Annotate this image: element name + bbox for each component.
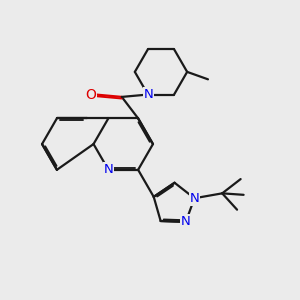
Text: N: N	[103, 163, 113, 176]
Text: N: N	[144, 88, 153, 101]
Text: O: O	[85, 88, 96, 101]
Text: N: N	[190, 192, 199, 205]
Text: N: N	[181, 215, 191, 228]
